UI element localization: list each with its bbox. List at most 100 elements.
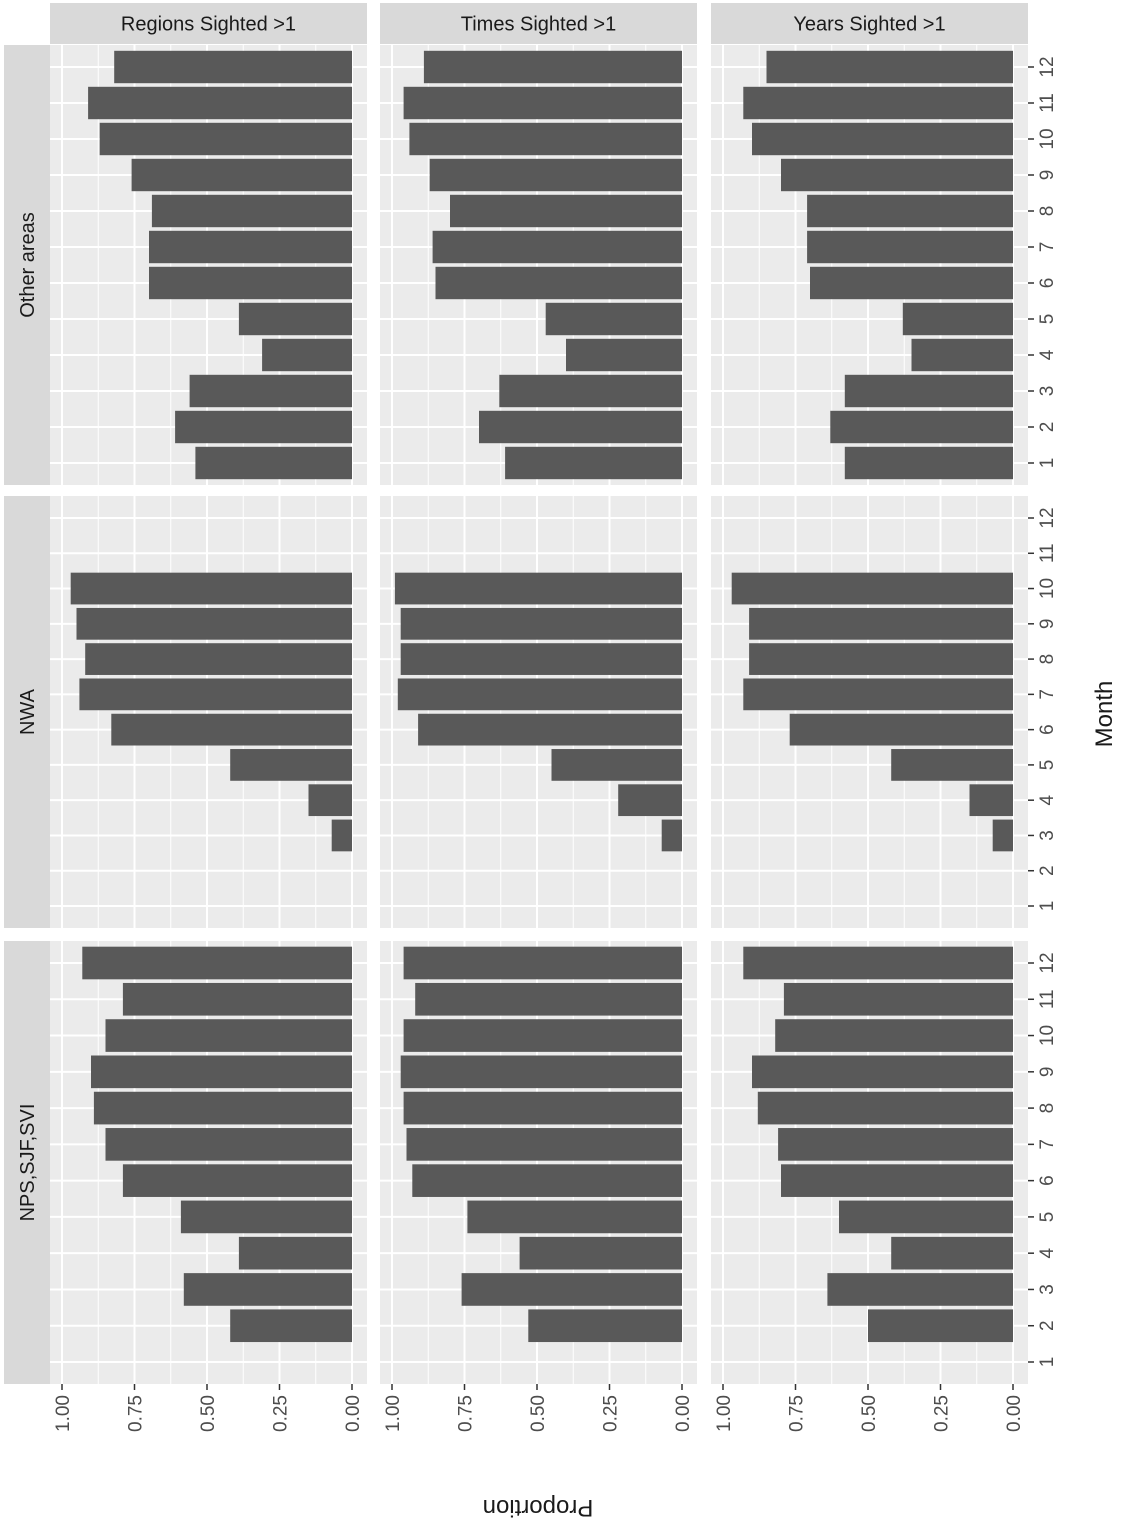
bar	[891, 749, 1013, 781]
value-tick-label: 0.00	[343, 1395, 364, 1432]
bar	[403, 86, 682, 120]
bar	[406, 1128, 682, 1161]
bar	[778, 1128, 1013, 1161]
value-tick-label: 1.00	[383, 1395, 404, 1432]
bar	[85, 643, 352, 675]
bar	[423, 50, 682, 84]
bar	[781, 158, 1013, 192]
bar	[743, 946, 1013, 980]
bar	[789, 713, 1013, 746]
bar	[238, 1236, 352, 1270]
column-strip	[50, 3, 367, 44]
bar	[992, 819, 1013, 852]
column-strip-label: Times Sighted >1	[461, 14, 616, 36]
value-tick-label: 1.00	[53, 1395, 74, 1432]
month-tick-label: 2	[1037, 865, 1058, 876]
month-tick-label: 5	[1037, 1212, 1058, 1223]
month-tick-label: 9	[1037, 619, 1058, 630]
row-strip-label: Other areas	[17, 212, 39, 318]
bar	[403, 1091, 682, 1125]
value-tick-label: 0.50	[528, 1395, 549, 1432]
bar	[830, 410, 1013, 444]
bar	[149, 266, 352, 300]
bar	[183, 1273, 352, 1306]
bar	[450, 194, 682, 228]
y-axis-title: Proportion	[483, 1494, 594, 1519]
bar	[752, 122, 1013, 156]
bar	[91, 1055, 352, 1089]
value-tick-label: 0.75	[456, 1395, 477, 1432]
bar	[432, 230, 682, 264]
bar	[661, 819, 682, 852]
bar	[331, 819, 352, 852]
bar	[230, 1309, 352, 1343]
row-strip	[4, 45, 50, 485]
month-tick-label: 12	[1037, 56, 1058, 77]
value-tick-label: 0.75	[787, 1395, 808, 1432]
bar	[827, 1273, 1013, 1306]
month-tick-label: 7	[1037, 1139, 1058, 1150]
month-tick-label: 9	[1037, 1067, 1058, 1078]
bar	[891, 1236, 1013, 1270]
bar	[749, 643, 1013, 675]
month-tick-label: 2	[1037, 422, 1058, 433]
bar	[412, 1164, 682, 1197]
bar	[88, 86, 352, 120]
month-tick-label: 1	[1037, 458, 1058, 469]
bar	[400, 607, 682, 640]
bar	[93, 1091, 353, 1125]
bar	[783, 982, 1013, 1016]
month-tick-label: 11	[1037, 989, 1058, 1009]
bar	[499, 374, 682, 408]
row-strip-label: NPS,SJF,SVI	[17, 1104, 39, 1222]
column-strip	[380, 3, 697, 44]
bar	[105, 1019, 352, 1052]
month-tick-label: 8	[1037, 1103, 1058, 1114]
month-tick-label: 2	[1037, 1320, 1058, 1331]
bar	[749, 607, 1013, 640]
bar	[429, 158, 682, 192]
row-strip-label: NWA	[17, 688, 39, 735]
x-axis-title: Month	[1091, 681, 1118, 748]
month-tick-label: 6	[1037, 278, 1058, 289]
month-tick-label: 10	[1037, 578, 1058, 599]
bar	[76, 607, 352, 640]
bar	[902, 302, 1013, 336]
bar	[114, 50, 352, 84]
bar	[105, 1128, 352, 1161]
bar	[479, 410, 682, 444]
bar	[545, 302, 682, 336]
bar	[111, 713, 352, 746]
panel-background	[380, 496, 697, 928]
bar	[844, 446, 1013, 480]
month-tick-label: 4	[1037, 1247, 1058, 1258]
bar	[409, 122, 682, 156]
bar	[528, 1309, 682, 1343]
row-strip	[4, 496, 50, 928]
month-tick-label: 5	[1037, 314, 1058, 325]
bar	[775, 1019, 1013, 1052]
bar	[519, 1236, 682, 1270]
bar	[308, 784, 352, 817]
month-tick-label: 10	[1037, 1025, 1058, 1046]
month-tick-label: 6	[1037, 1175, 1058, 1186]
bar	[766, 50, 1013, 84]
month-tick-label: 10	[1037, 128, 1058, 149]
month-tick-label: 5	[1037, 760, 1058, 771]
bar	[743, 678, 1013, 711]
bar	[618, 784, 682, 817]
bar	[752, 1055, 1013, 1089]
bar	[151, 194, 352, 228]
bar	[403, 1019, 682, 1052]
value-tick-label: 0.25	[932, 1395, 953, 1432]
bar	[82, 946, 353, 980]
month-tick-label: 11	[1037, 93, 1058, 113]
bar	[230, 749, 352, 781]
column-strip-label: Years Sighted >1	[793, 14, 945, 36]
column-strip	[711, 3, 1028, 44]
month-tick-label: 4	[1037, 349, 1058, 360]
month-tick-label: 6	[1037, 724, 1058, 735]
value-tick-label: 0.25	[601, 1395, 622, 1432]
bar	[262, 338, 352, 372]
bar	[418, 713, 682, 746]
